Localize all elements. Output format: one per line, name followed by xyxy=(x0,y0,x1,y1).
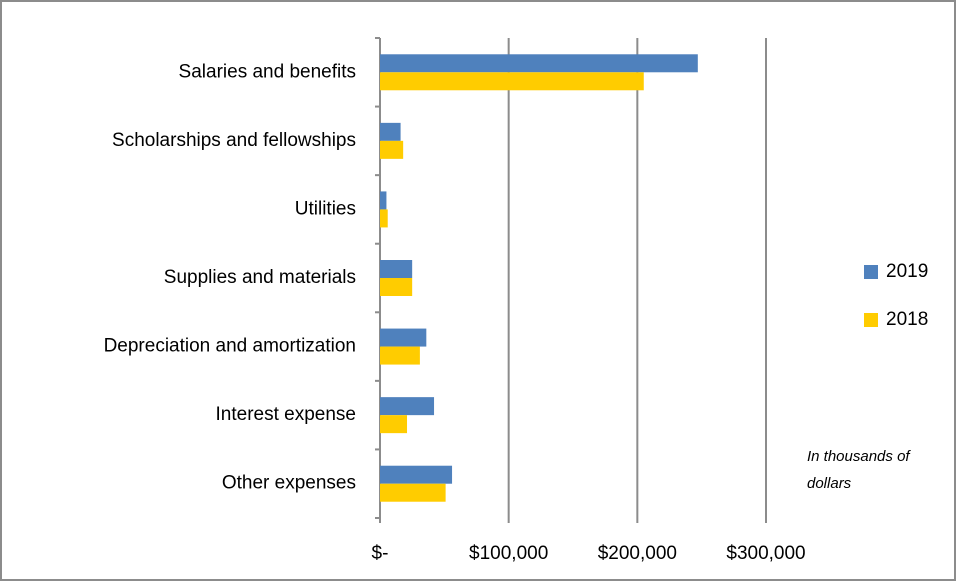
bar xyxy=(380,397,435,416)
bar xyxy=(380,260,413,278)
x-tick-label: $100,000 xyxy=(469,543,548,564)
bar xyxy=(380,209,388,228)
bar xyxy=(380,465,453,484)
y-tick-label: Utilities xyxy=(295,198,356,219)
y-tick-label: Supplies and materials xyxy=(164,267,356,288)
bar xyxy=(380,72,644,91)
bar xyxy=(380,415,408,434)
x-tick-label: $200,000 xyxy=(598,543,677,564)
y-tick-label: Depreciation and amortization xyxy=(104,336,356,357)
annotation: In thousands of xyxy=(807,448,911,465)
bar xyxy=(380,346,420,365)
bar xyxy=(380,328,427,347)
legend-label: 2018 xyxy=(886,309,928,330)
y-tick-label: Interest expense xyxy=(216,404,356,425)
legend-swatch xyxy=(864,265,878,279)
legend-label: 2019 xyxy=(886,261,928,282)
bar xyxy=(380,191,387,210)
bar xyxy=(380,140,404,159)
y-tick-label: Salaries and benefits xyxy=(179,61,356,82)
bar xyxy=(380,483,446,502)
x-tick-label: $300,000 xyxy=(726,543,805,564)
legend-swatch xyxy=(864,313,878,327)
bar xyxy=(380,278,413,296)
bar xyxy=(380,122,401,141)
x-tick-label: $- xyxy=(372,543,389,564)
bar xyxy=(380,54,698,73)
annotation: dollars xyxy=(807,475,852,492)
y-tick-label: Other expenses xyxy=(222,473,356,494)
y-tick-label: Scholarships and fellowships xyxy=(112,130,356,151)
